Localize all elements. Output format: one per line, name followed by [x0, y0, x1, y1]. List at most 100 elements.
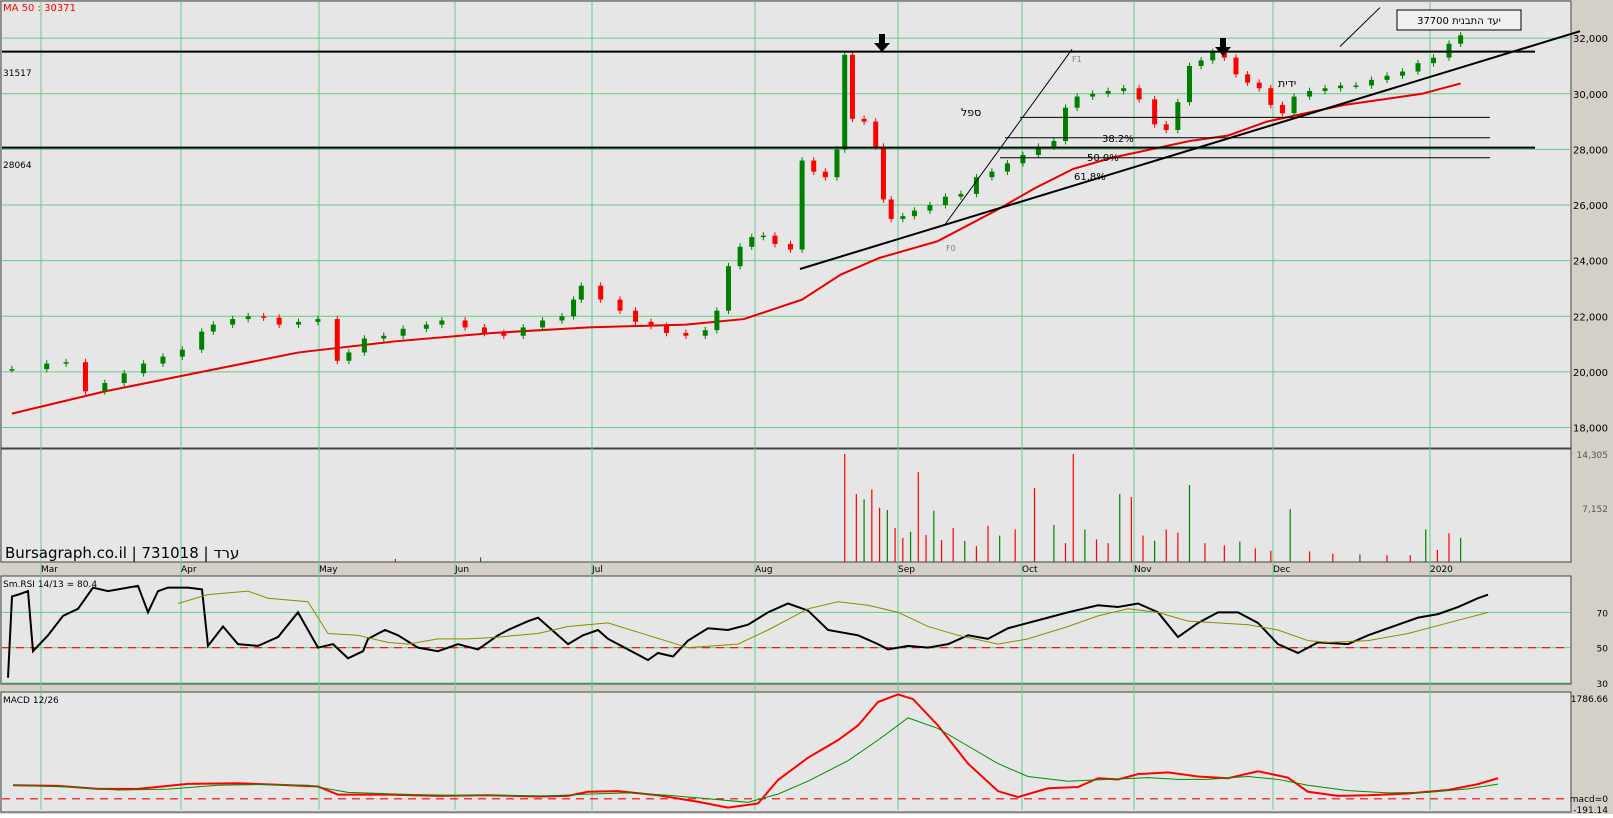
y-tick-label: 24,000: [1573, 257, 1608, 268]
candle-body: [811, 160, 817, 172]
x-tick-label: Oct: [1022, 565, 1038, 575]
candle-body: [822, 171, 828, 178]
candle-body: [1458, 35, 1464, 44]
candle-body: [540, 320, 546, 328]
candle-body: [873, 121, 879, 147]
candle-body: [1291, 96, 1297, 114]
peak-arrow-icon: [874, 34, 890, 52]
axis-ticks: Mar Apr May Jun Jul Aug Sep Oct Nov Dec 2020 18,000…: [41, 34, 1609, 816]
candle-body: [1152, 99, 1158, 125]
target-projection-line: [1339, 7, 1381, 47]
candle-body: [1245, 74, 1251, 83]
candle-body: [1415, 63, 1421, 72]
candle-body: [617, 299, 623, 311]
ma50-line: [11, 82, 1461, 415]
level-high-label: 31517: [3, 69, 32, 79]
candle-body: [400, 328, 406, 336]
candle-body: [1186, 65, 1192, 103]
candle-body: [1353, 85, 1359, 87]
candle-body: [9, 369, 15, 371]
candle-body: [1035, 146, 1041, 155]
candle-body: [1121, 88, 1127, 91]
candle-body: [760, 235, 766, 238]
candle-body: [210, 324, 216, 332]
candle-body: [900, 216, 906, 219]
f0-label: F0: [946, 244, 956, 253]
brand-label: Bursagraph.co.il | 731018 | ערד: [5, 544, 239, 562]
macd-tick-label: 1786.66: [1571, 695, 1608, 705]
candle-body: [799, 160, 805, 250]
candle-body: [334, 319, 340, 361]
fib-anchor-line: [944, 48, 1073, 225]
fib-618-label: 61.8%: [1074, 172, 1106, 183]
candle-body: [381, 335, 387, 339]
rsi-tick-label: 70: [1597, 609, 1609, 619]
candle-body: [1322, 88, 1328, 91]
candle-body: [749, 237, 755, 247]
candle-body: [1369, 79, 1375, 86]
candle-body: [942, 196, 948, 206]
candle-body: [958, 193, 964, 197]
candle-body: [1431, 57, 1437, 64]
candle-body: [361, 338, 367, 353]
candle-body: [439, 320, 445, 325]
level-low-label: 28064: [3, 161, 32, 171]
candle-body: [1051, 141, 1057, 147]
candle-body: [1307, 91, 1313, 97]
x-tick-label: Mar: [41, 565, 58, 575]
candle-body: [737, 246, 743, 267]
x-tick-label: Dec: [1273, 565, 1290, 575]
y-tick-label: 28,000: [1573, 145, 1608, 156]
candle-body: [63, 362, 69, 364]
candle-body: [1221, 52, 1227, 58]
target-label: יעד התבנית 37700: [1417, 16, 1501, 27]
candle-body: [179, 349, 185, 357]
candle-body: [726, 266, 732, 311]
candle-body: [1198, 60, 1204, 66]
x-tick-label: May: [319, 565, 338, 575]
candle-body: [772, 235, 778, 244]
candle-body: [880, 146, 886, 200]
y-tick-label: 22,000: [1573, 312, 1608, 323]
rsi-line: [7, 584, 1489, 678]
candle-body: [1279, 104, 1285, 114]
rsi-label: Sm.RSI 14/13 = 80.4: [3, 580, 97, 590]
target-box: [1396, 9, 1522, 31]
candle-body: [1268, 88, 1274, 105]
candle-body: [1105, 91, 1111, 94]
candle-body: [787, 243, 793, 250]
candle-body: [315, 319, 321, 322]
price-candles: [9, 32, 1464, 395]
volume-tick-label: 14,305: [1577, 451, 1609, 461]
volume-tick-label: 7,152: [1582, 505, 1608, 515]
candle-body: [1063, 107, 1069, 142]
candle-body: [102, 383, 108, 392]
handle-arrow-icon: [1215, 38, 1231, 56]
candle-body: [520, 327, 526, 336]
y-tick-label: 32,000: [1573, 34, 1608, 45]
macd-panel-bg: [0, 691, 1572, 813]
candle-body: [1136, 88, 1142, 100]
macd-line: [12, 693, 1499, 809]
candle-body: [849, 54, 855, 119]
candle-body: [1074, 96, 1080, 108]
candle-body: [1020, 154, 1026, 164]
candle-body: [598, 285, 604, 300]
candle-body: [121, 373, 127, 384]
candle-body: [1400, 71, 1406, 76]
x-tick-label: Sep: [898, 565, 915, 575]
rsi-tick-label: 30: [1597, 680, 1609, 690]
candle-body: [1256, 82, 1262, 89]
candle-body: [276, 317, 282, 325]
candle-body: [927, 205, 933, 211]
macd-lines: [12, 693, 1499, 809]
candle-body: [501, 332, 507, 336]
x-tick-label: Apr: [181, 565, 197, 575]
candle-body: [1233, 57, 1239, 75]
candle-body: [714, 310, 720, 331]
rsi-panel-bg: [0, 575, 1572, 685]
y-tick-label: 20,000: [1573, 368, 1608, 379]
candle-body: [633, 310, 639, 322]
